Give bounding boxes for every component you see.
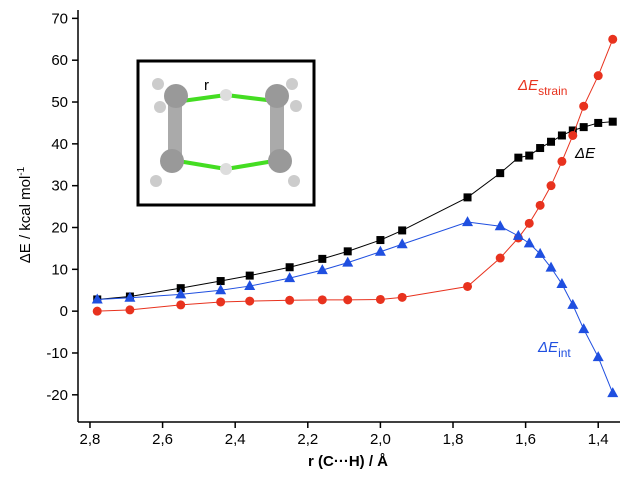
marker: [568, 131, 577, 140]
series-label-name: ΔE: [537, 339, 559, 356]
marker: [547, 138, 555, 146]
marker: [246, 272, 254, 280]
x-tick-label: 2,0: [370, 431, 391, 448]
atom: [150, 175, 162, 187]
marker: [464, 193, 472, 201]
marker: [525, 152, 533, 160]
x-tick-label: 2,2: [297, 431, 318, 448]
marker: [513, 230, 524, 240]
series-label: ΔEstrain: [517, 77, 567, 98]
marker: [344, 247, 352, 255]
marker: [286, 263, 294, 271]
y-tick-label: 20: [51, 220, 68, 237]
chart: r r (C···H) / Å ΔE / kcal mol-1 -20 -10 0 1…: [0, 0, 621, 479]
marker: [579, 102, 588, 111]
marker: [496, 169, 504, 177]
atom: [268, 149, 292, 173]
marker: [580, 123, 588, 131]
y-tick-label: 70: [51, 10, 68, 27]
y-tick-label: 30: [51, 178, 68, 195]
marker: [536, 201, 545, 210]
x-axis-label: r (C···H) / Å: [308, 453, 388, 470]
atom: [286, 78, 298, 90]
atom: [288, 175, 300, 187]
series-label: ΔE: [574, 145, 596, 162]
y-tick-label: -20: [46, 387, 68, 404]
marker: [217, 277, 225, 285]
marker: [216, 297, 225, 306]
marker: [318, 255, 326, 263]
y-axis-label: ΔE / kcal mol-1: [16, 166, 34, 263]
marker: [608, 35, 617, 44]
marker: [376, 295, 385, 304]
series-label-sub: int: [558, 346, 571, 360]
marker: [318, 295, 327, 304]
page: {"chart_data": {"type": "line", "xlabel"…: [0, 0, 621, 484]
marker: [176, 300, 185, 309]
marker: [536, 144, 544, 152]
x-tick-label: 1,4: [588, 431, 609, 448]
marker: [398, 293, 407, 302]
marker: [343, 295, 352, 304]
marker: [398, 226, 406, 234]
y-tick-label: 10: [51, 261, 68, 278]
x-tick-label: 1,6: [515, 431, 536, 448]
marker: [125, 305, 134, 314]
marker: [567, 299, 578, 309]
marker: [578, 323, 589, 333]
atom: [160, 149, 184, 173]
atom: [164, 84, 188, 108]
x-tick-label: 2,8: [80, 431, 101, 448]
series-label-sub: strain: [538, 84, 567, 98]
y-axis-label-main: ΔE / kcal mol: [17, 176, 34, 264]
y-tick-label: 50: [51, 94, 68, 111]
atom: [220, 89, 232, 101]
y-tick-label: 0: [60, 303, 68, 320]
atom: [154, 101, 166, 113]
x-tick-label: 2,4: [225, 431, 246, 448]
y-tick-label: 40: [51, 136, 68, 153]
inset: r: [138, 61, 314, 205]
marker: [594, 119, 602, 127]
marker: [556, 278, 567, 288]
atom: [220, 163, 232, 175]
marker: [593, 351, 604, 361]
marker: [495, 220, 506, 230]
atom: [152, 78, 164, 90]
marker: [525, 219, 534, 228]
marker: [609, 118, 617, 126]
marker: [496, 254, 505, 263]
series-label-name: ΔE: [574, 145, 596, 162]
marker: [514, 154, 522, 162]
marker: [524, 237, 535, 247]
x-tick-label: 1,8: [443, 431, 464, 448]
inset-label: r: [204, 77, 209, 94]
marker: [376, 236, 384, 244]
marker: [594, 71, 603, 80]
marker: [547, 181, 556, 190]
series-line: [97, 222, 612, 393]
x-tick-label: 2,6: [152, 431, 173, 448]
marker: [607, 387, 618, 397]
marker: [285, 296, 294, 305]
marker: [557, 157, 566, 166]
y-axis-label-sup: -1: [16, 166, 27, 175]
y-tick-label: -10: [46, 345, 68, 362]
series-label-name: ΔE: [517, 77, 539, 94]
atom: [290, 100, 302, 112]
marker: [462, 216, 473, 226]
marker: [93, 307, 102, 316]
marker: [245, 297, 254, 306]
series-label: ΔEint: [537, 339, 571, 360]
atom: [265, 84, 289, 108]
marker: [535, 248, 546, 258]
marker: [558, 131, 566, 139]
y-tick-label: 60: [51, 52, 68, 69]
marker: [463, 282, 472, 291]
